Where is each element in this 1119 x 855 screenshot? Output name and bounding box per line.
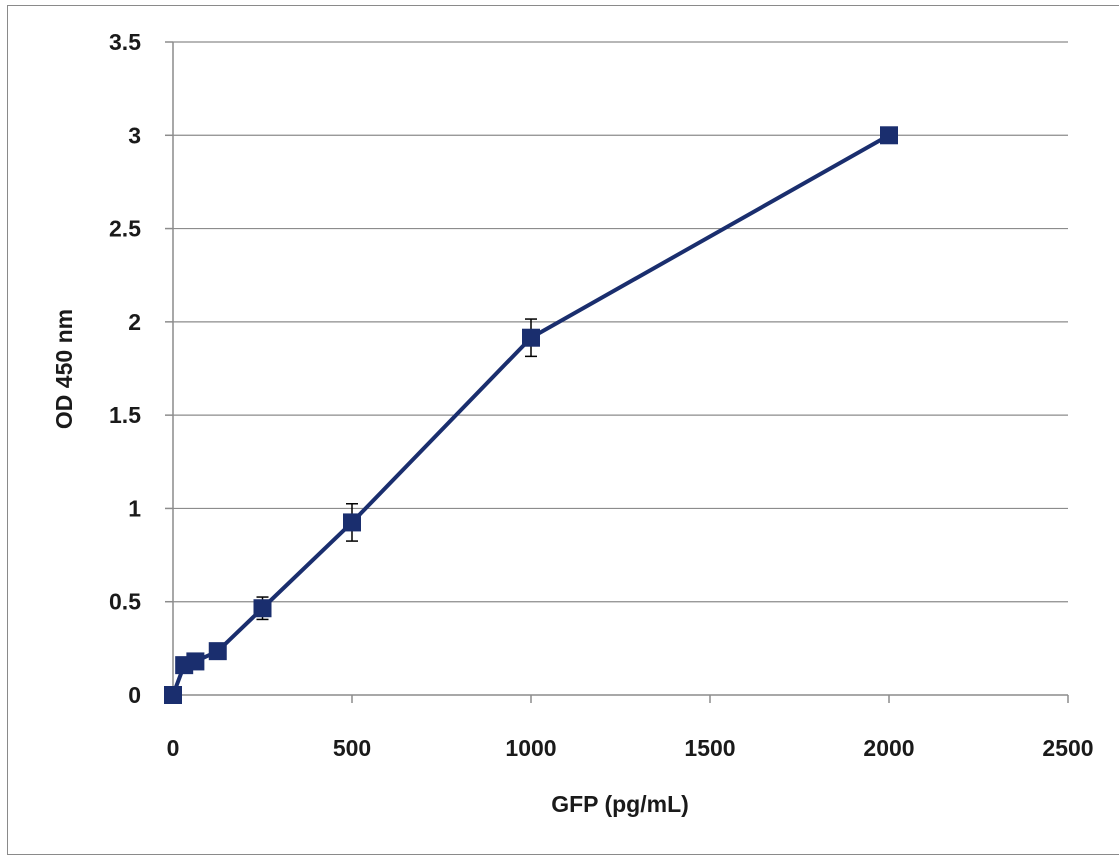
y-tick-label-3: 1.5	[109, 402, 141, 428]
series-0	[164, 126, 898, 704]
x-tick-label-3: 1500	[684, 735, 735, 761]
y-axis-title: OD 450 nm	[51, 309, 77, 429]
y-tick-label-0: 0	[128, 682, 141, 708]
x-tick-label-2: 1000	[505, 735, 556, 761]
y-tick-label-5: 2.5	[109, 216, 141, 242]
chart-frame	[7, 5, 1119, 855]
data-point-5	[343, 513, 361, 532]
y-tick-label-1: 0.5	[109, 589, 141, 615]
gridlines	[173, 41, 1068, 603]
data-point-2	[186, 652, 205, 671]
data-point-4	[253, 599, 272, 618]
data-point-0	[164, 686, 182, 704]
x-tick-label-4: 2000	[863, 735, 914, 761]
data-point-7	[880, 126, 898, 145]
y-tick-label-7: 3.5	[109, 29, 141, 55]
x-tick-label-1: 500	[333, 735, 371, 761]
y-tick-labels: 0 0.5 1 1.5 2 2.5 3 3.5	[109, 29, 141, 708]
data-point-6	[522, 328, 540, 347]
axes	[165, 41, 1069, 703]
x-tick-label-5: 2500	[1042, 735, 1093, 761]
y-tick-label-2: 1	[128, 495, 141, 521]
x-tick-label-0: 0	[167, 735, 180, 761]
y-tick-label-4: 2	[128, 309, 141, 335]
x-tick-labels: 0 500 1000 1500 2000 2500	[167, 735, 1094, 761]
series-layer	[164, 126, 898, 704]
data-point-3	[208, 642, 227, 661]
y-tick-label-6: 3	[128, 122, 141, 148]
x-axis-title: GFP (pg/mL)	[551, 791, 689, 817]
